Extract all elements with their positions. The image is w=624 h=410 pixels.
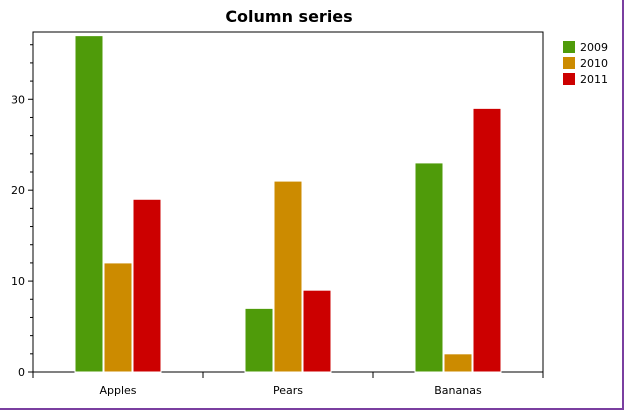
legend-label: 2011	[580, 73, 608, 86]
bar-apples-2009	[74, 35, 104, 373]
x-axis: Apples Pears Bananas	[32, 372, 544, 397]
bar-apples-2011	[132, 198, 162, 373]
bar-pears-2009	[244, 307, 274, 373]
x-tick-label: Apples	[99, 384, 136, 397]
legend-label: 2010	[580, 57, 608, 70]
x-tick-label: Pears	[273, 384, 303, 397]
x-tick-label: Bananas	[434, 384, 482, 397]
y-tick-label: 30	[11, 93, 25, 106]
y-tick-label: 20	[11, 184, 25, 197]
chart-title: Column series	[225, 7, 352, 26]
y-tick-label: 10	[11, 275, 25, 288]
bar-pears-2010	[273, 180, 303, 373]
bar-pears-2011	[302, 289, 332, 373]
legend-swatch	[563, 57, 575, 69]
legend: 2009 2010 2011	[563, 41, 608, 86]
bars	[74, 35, 502, 373]
bar-apples-2010	[103, 262, 133, 373]
legend-label: 2009	[580, 41, 608, 54]
y-tick-label: 0	[18, 366, 25, 379]
legend-swatch	[563, 41, 575, 53]
bar-bananas-2010	[443, 353, 473, 373]
bar-bananas-2009	[414, 162, 444, 373]
bar-bananas-2011	[472, 107, 502, 373]
legend-swatch	[563, 73, 575, 85]
y-axis: 0 10 20 30	[11, 44, 33, 379]
